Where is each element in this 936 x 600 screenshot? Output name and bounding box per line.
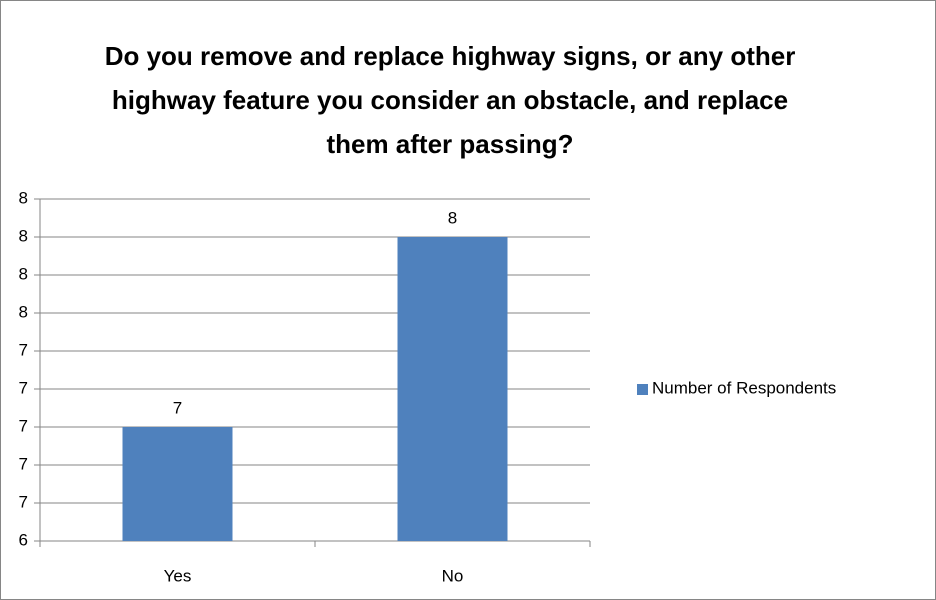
y-tick-label: 7 [19, 492, 28, 511]
chart-title: Do you remove and replace highway signs,… [104, 41, 796, 159]
y-tick-label: 7 [19, 416, 28, 435]
y-tick-label: 7 [19, 378, 28, 397]
legend-label: Number of Respondents [652, 378, 836, 397]
bar [397, 237, 508, 541]
y-tick-label: 8 [19, 302, 28, 321]
y-tick-label: 7 [19, 454, 28, 473]
y-tick-label: 8 [19, 264, 28, 283]
y-tick-label: 7 [19, 340, 28, 359]
x-tick-label: Yes [164, 566, 192, 585]
legend-swatch [637, 384, 648, 395]
y-tick-label: 8 [19, 188, 28, 207]
y-tick-label: 6 [19, 530, 28, 549]
x-tick-label: No [442, 566, 464, 585]
data-label: 8 [448, 208, 457, 227]
bar [122, 427, 233, 541]
y-tick-label: 8 [19, 226, 28, 245]
data-label: 7 [173, 398, 182, 417]
